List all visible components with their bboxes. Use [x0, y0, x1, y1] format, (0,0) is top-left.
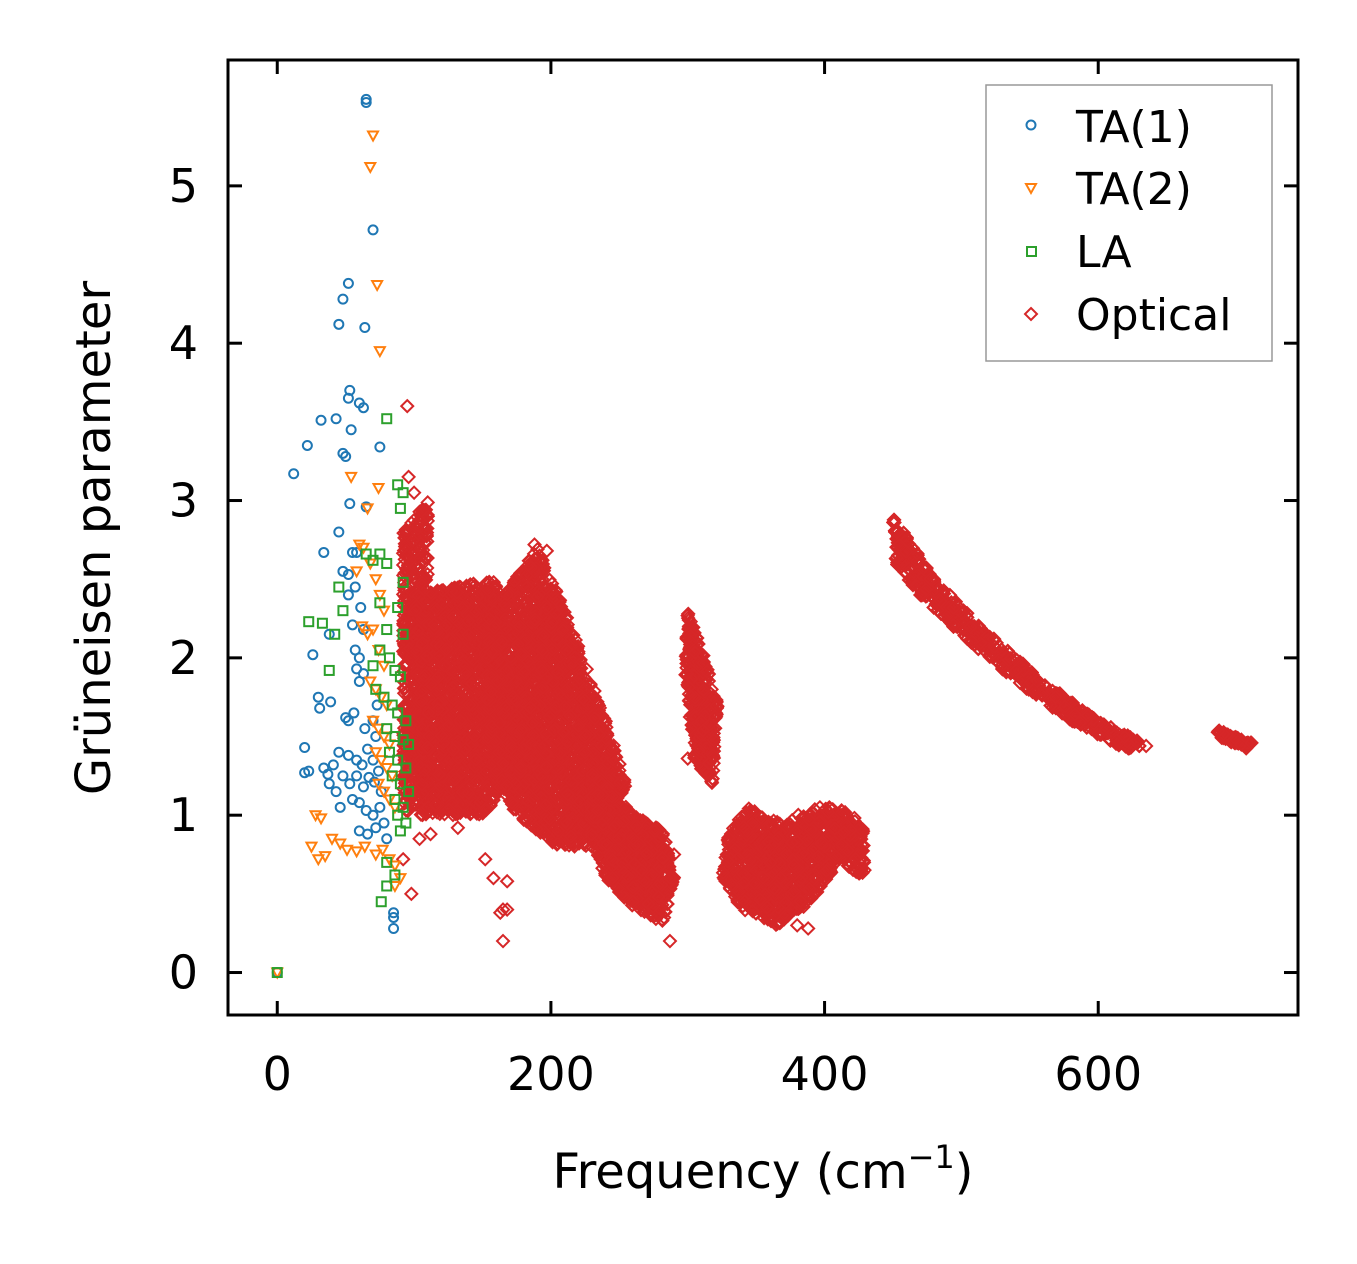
optical-point	[406, 544, 422, 560]
optical-point	[413, 541, 429, 556]
optical-point	[411, 560, 427, 576]
optical-point	[400, 708, 416, 724]
optical-point	[399, 656, 415, 672]
optical-point	[397, 785, 413, 801]
optical-point	[398, 522, 414, 538]
optical-point	[405, 555, 421, 571]
optical-point	[395, 567, 411, 583]
optical-point	[395, 643, 411, 659]
optical-point	[407, 559, 423, 575]
optical-point	[413, 571, 429, 587]
optical-point	[405, 532, 421, 548]
optical-point	[418, 502, 434, 518]
optical-point	[395, 623, 411, 639]
optical-point	[401, 665, 417, 681]
optical-point	[397, 752, 413, 768]
data-points-layer	[270, 93, 1259, 980]
optical-point	[411, 518, 426, 533]
optical-point	[400, 689, 416, 705]
optical-point	[398, 792, 414, 808]
